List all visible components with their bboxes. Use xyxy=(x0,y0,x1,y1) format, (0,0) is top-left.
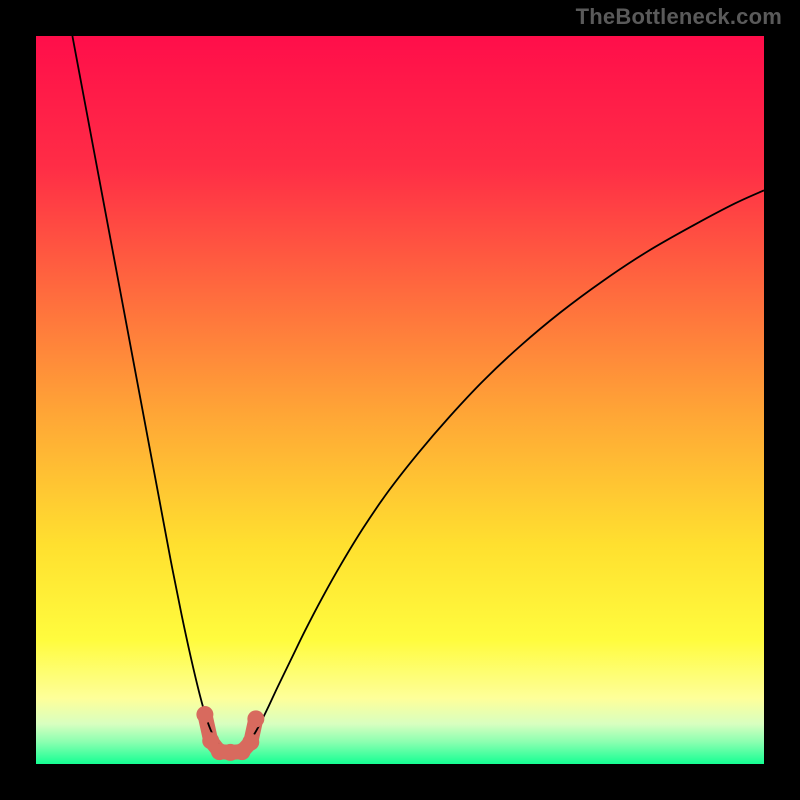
curve-marker xyxy=(247,710,264,727)
gradient-background xyxy=(36,36,764,764)
chart-plot-area xyxy=(36,36,764,764)
watermark-label: TheBottleneck.com xyxy=(576,4,782,30)
curve-marker xyxy=(196,706,213,723)
curve-marker xyxy=(242,734,259,751)
chart-svg xyxy=(36,36,764,764)
